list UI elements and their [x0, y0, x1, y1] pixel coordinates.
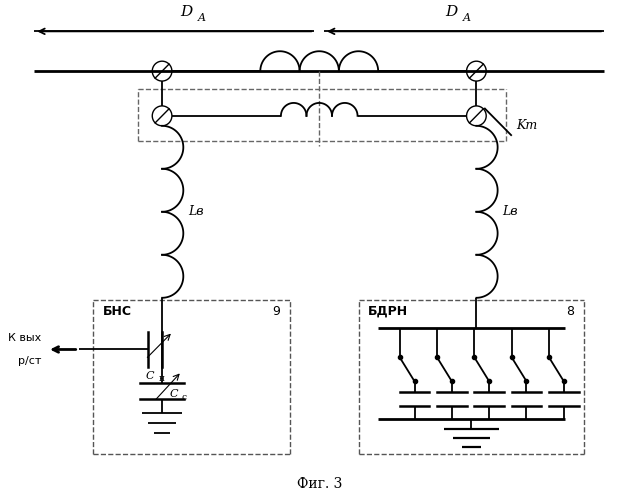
Text: A: A [463, 14, 471, 24]
Text: 8: 8 [567, 304, 575, 318]
Text: C: C [170, 389, 179, 399]
Text: 9: 9 [272, 304, 280, 318]
Text: A: A [198, 14, 205, 24]
Text: Lв: Lв [188, 206, 204, 218]
Text: БДРН: БДРН [369, 304, 408, 318]
Text: Kт: Kт [517, 120, 538, 132]
Text: р/ст: р/ст [18, 356, 41, 366]
Text: Фиг. 3: Фиг. 3 [297, 476, 342, 490]
Text: Lв: Lв [502, 206, 518, 218]
Text: с: с [182, 392, 187, 402]
Text: D: D [445, 6, 458, 20]
Text: C: C [146, 372, 155, 382]
Text: D: D [180, 6, 192, 20]
Text: БНС: БНС [103, 304, 132, 318]
Text: К вых: К вых [8, 332, 41, 342]
Text: н: н [159, 374, 165, 384]
